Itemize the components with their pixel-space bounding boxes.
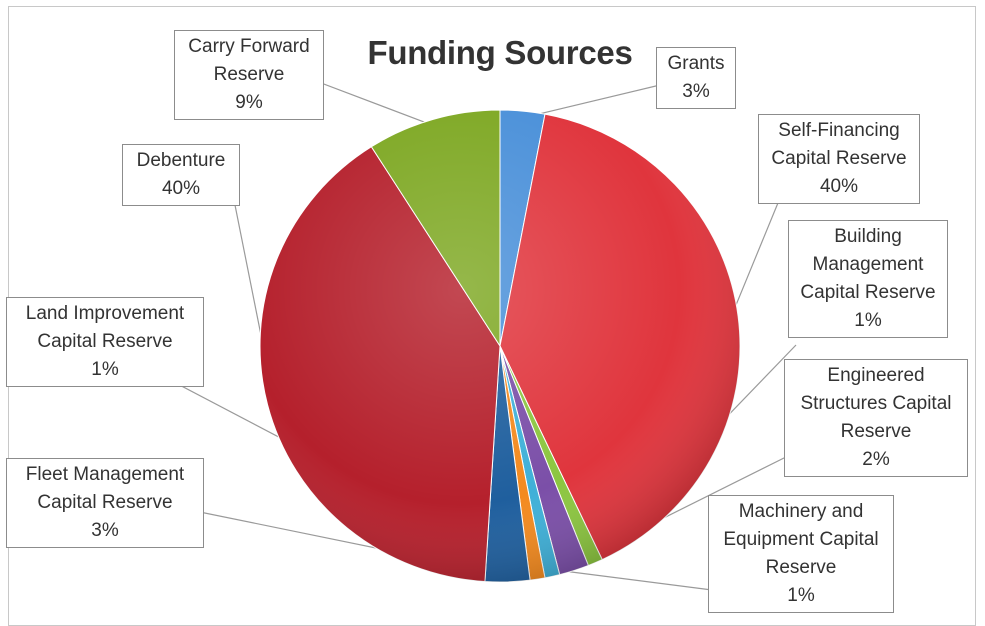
label-self-financing: Self-Financing Capital Reserve 40% — [758, 114, 920, 204]
label-grants: Grants 3% — [656, 47, 736, 109]
label-engineered-percent: 2% — [862, 449, 890, 470]
leader-line-self-financing — [730, 197, 781, 318]
label-building-management: Building Management Capital Reserve 1% — [788, 220, 948, 338]
label-machinery-line-3: Reserve — [765, 557, 837, 578]
leader-line-machinery — [550, 568, 713, 591]
label-building-line-3: Capital Reserve — [800, 282, 936, 303]
label-land-percent: 1% — [91, 359, 119, 380]
label-land-line-1: Land Improvement — [25, 303, 185, 324]
label-engineered-structures: Engineered Structures Capital Reserve 2% — [784, 359, 968, 477]
label-land-improvement: Land Improvement Capital Reserve 1% — [6, 297, 204, 387]
label-land-line-2: Capital Reserve — [37, 331, 173, 352]
label-self-financing-line-1: Self-Financing — [778, 120, 900, 141]
label-carry-forward-percent: 9% — [235, 92, 263, 113]
label-building-line-2: Management — [812, 254, 924, 275]
label-carry-forward-line-1: Carry Forward — [188, 36, 310, 57]
label-self-financing-percent: 40% — [819, 176, 859, 197]
label-machinery-line-2: Equipment Capital — [723, 529, 879, 550]
label-grants-line-1: Grants — [667, 53, 725, 74]
pie-slices — [259, 109, 741, 583]
label-fleet-management: Fleet Management Capital Reserve 3% — [6, 458, 204, 548]
label-fleet-line-1: Fleet Management — [25, 464, 185, 485]
label-machinery-equipment: Machinery and Equipment Capital Reserve … — [708, 495, 894, 613]
label-engineered-line-3: Reserve — [840, 421, 912, 442]
label-debenture-percent: 40% — [161, 178, 201, 199]
label-fleet-line-2: Capital Reserve — [37, 492, 173, 513]
label-carry-forward: Carry Forward Reserve 9% — [174, 30, 324, 120]
label-debenture: Debenture 40% — [122, 144, 240, 206]
label-machinery-percent: 1% — [787, 585, 815, 606]
label-carry-forward-line-2: Reserve — [213, 64, 285, 85]
label-engineered-line-2: Structures Capital — [800, 393, 952, 414]
label-engineered-line-1: Engineered — [827, 365, 925, 386]
label-self-financing-line-2: Capital Reserve — [771, 148, 907, 169]
label-debenture-line-1: Debenture — [136, 150, 226, 171]
label-building-line-1: Building — [834, 226, 902, 247]
label-building-percent: 1% — [854, 310, 882, 331]
label-fleet-percent: 3% — [91, 520, 119, 541]
label-grants-percent: 3% — [682, 81, 710, 102]
label-machinery-line-1: Machinery and — [738, 501, 864, 522]
leader-line-grants — [521, 84, 661, 119]
chart-title: Funding Sources — [367, 34, 633, 71]
